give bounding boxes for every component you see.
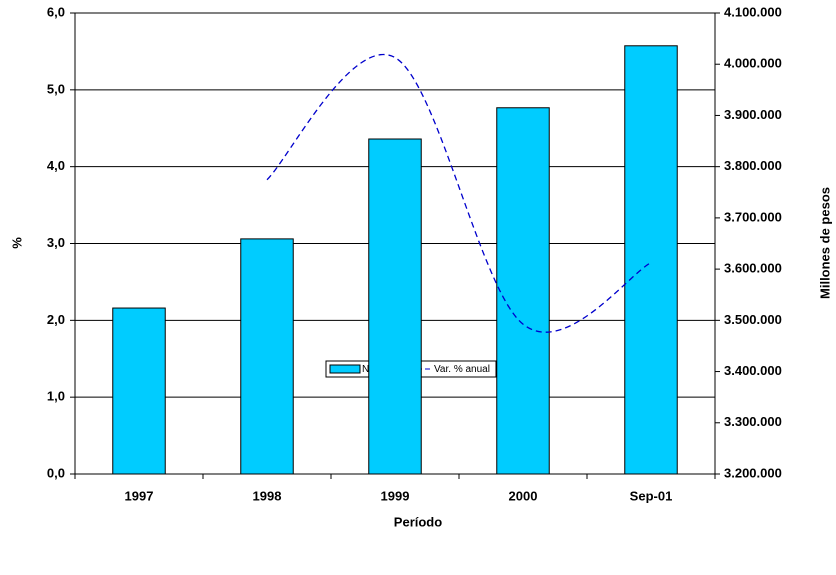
y2-tick-label: 3.700.000	[724, 209, 782, 224]
y-tick-label: 6,0	[47, 4, 65, 19]
y2-tick-label: 3.600.000	[724, 261, 782, 276]
y-tick-label: 2,0	[47, 312, 65, 327]
y-axis-label: %	[9, 237, 24, 249]
line	[266, 54, 652, 333]
y2-tick-label: 3.300.000	[724, 414, 782, 429]
x-tick-label: 1998	[253, 488, 282, 503]
y2-tick-label: 3.200.000	[724, 465, 782, 480]
y2-tick-label: 4.100.000	[724, 4, 782, 19]
x-axis-label: Período	[394, 514, 442, 529]
x-tick-label: Sep-01	[630, 488, 673, 503]
y-tick-label: 0,0	[47, 465, 65, 480]
y2-tick-label: 3.900.000	[724, 107, 782, 122]
y-tick-label: 1,0	[47, 389, 65, 404]
y2-tick-label: 3.500.000	[724, 312, 782, 327]
y2-tick-label: 4.000.000	[724, 56, 782, 71]
bar	[496, 107, 550, 475]
y-tick-label: 5,0	[47, 81, 65, 96]
y-tick-label: 4,0	[47, 158, 65, 173]
bar	[624, 45, 678, 475]
legend-label: Var. % anual	[434, 364, 490, 375]
legend-swatch	[329, 364, 361, 374]
y2-tick-label: 3.400.000	[724, 363, 782, 378]
x-tick-label: 1997	[125, 488, 154, 503]
y-tick-label: 3,0	[47, 235, 65, 250]
y2-tick-label: 3.800.000	[724, 158, 782, 173]
bar	[240, 238, 294, 475]
x-tick-label: 1999	[381, 488, 410, 503]
x-tick-label: 2000	[509, 488, 538, 503]
bar	[112, 307, 166, 475]
bar	[368, 138, 422, 475]
y2-axis-label: Millones de pesos	[817, 187, 832, 299]
